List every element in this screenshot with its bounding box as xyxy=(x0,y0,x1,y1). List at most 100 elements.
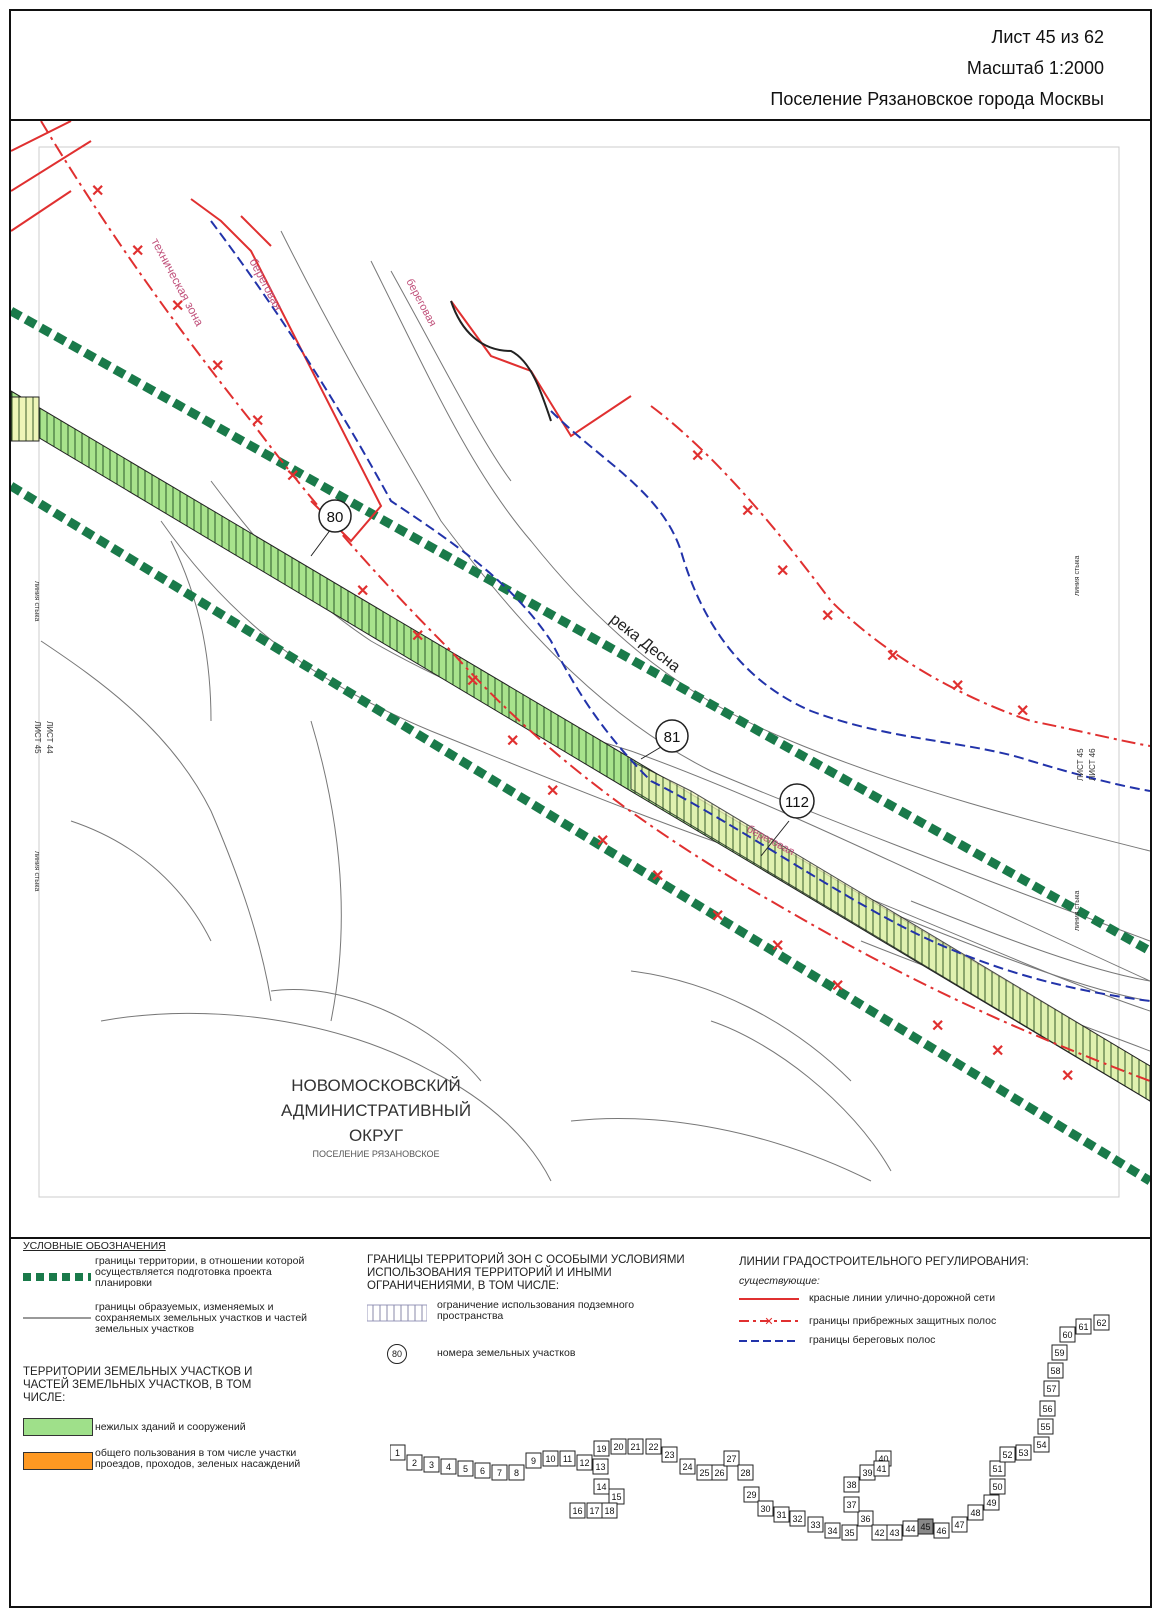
index-sheet-30[interactable]: 30 xyxy=(757,1500,774,1517)
index-sheet-13[interactable]: 13 xyxy=(592,1458,609,1475)
svg-text:✕: ✕ xyxy=(356,583,369,600)
svg-text:✕: ✕ xyxy=(691,448,704,465)
legend-underground: ограничение использования подземного про… xyxy=(437,1299,635,1322)
index-sheet-16[interactable]: 16 xyxy=(569,1502,586,1519)
svg-text:29: 29 xyxy=(746,1490,756,1500)
index-sheet-45[interactable]: 45 xyxy=(917,1518,934,1535)
index-sheet-32[interactable]: 32 xyxy=(789,1510,806,1527)
index-sheet-50[interactable]: 50 xyxy=(989,1478,1006,1495)
index-sheet-17[interactable]: 17 xyxy=(586,1502,603,1519)
svg-text:28: 28 xyxy=(740,1468,750,1478)
index-sheet-3[interactable]: 3 xyxy=(423,1456,440,1473)
index-sheet-23[interactable]: 23 xyxy=(661,1446,678,1463)
legend-title: УСЛОВНЫЕ ОБОЗНАЧЕНИЯ xyxy=(23,1240,166,1252)
svg-text:✕: ✕ xyxy=(821,608,834,625)
index-sheet-34[interactable]: 34 xyxy=(824,1522,841,1539)
index-sheet-1[interactable]: 1 xyxy=(390,1444,406,1461)
index-sheet-22[interactable]: 22 xyxy=(645,1438,662,1455)
index-sheet-9[interactable]: 9 xyxy=(525,1452,542,1469)
parcel-80[interactable]: 80 xyxy=(318,499,352,533)
index-sheet-24[interactable]: 24 xyxy=(679,1458,696,1475)
index-sheet-41[interactable]: 41 xyxy=(873,1460,890,1477)
index-sheet-20[interactable]: 20 xyxy=(610,1438,627,1455)
index-sheet-11[interactable]: 11 xyxy=(559,1450,576,1467)
index-sheet-58[interactable]: 58 xyxy=(1047,1362,1064,1379)
index-sheet-42[interactable]: 42 xyxy=(871,1524,888,1541)
legend-red-lines: красные линии улично-дорожной сети xyxy=(809,1292,996,1304)
parcel-112-leader xyxy=(760,820,790,857)
index-sheet-26[interactable]: 26 xyxy=(711,1464,728,1481)
map-area[interactable]: ✕✕✕✕✕✕ ✕✕✕✕✕✕✕✕✕✕✕✕✕ ✕✕✕✕✕✕✕ техническая… xyxy=(11,121,1150,1237)
index-sheet-57[interactable]: 57 xyxy=(1043,1380,1060,1397)
right-sheet-b: ЛИСТ 46 xyxy=(1088,748,1097,781)
svg-text:25: 25 xyxy=(699,1468,709,1478)
svg-text:✕: ✕ xyxy=(741,503,754,520)
index-sheet-38[interactable]: 38 xyxy=(843,1476,860,1493)
legend-non-residential: нежилых зданий и сооружений xyxy=(95,1421,246,1433)
index-sheet-39[interactable]: 39 xyxy=(859,1464,876,1481)
svg-text:1: 1 xyxy=(395,1448,400,1458)
svg-text:59: 59 xyxy=(1054,1348,1064,1358)
index-sheet-4[interactable]: 4 xyxy=(440,1458,457,1475)
svg-text:34: 34 xyxy=(827,1526,837,1536)
svg-text:✕: ✕ xyxy=(466,673,479,690)
index-sheet-15[interactable]: 15 xyxy=(608,1488,625,1505)
svg-text:42: 42 xyxy=(874,1528,884,1538)
index-sheet-49[interactable]: 49 xyxy=(983,1494,1000,1511)
index-sheet-36[interactable]: 36 xyxy=(857,1510,874,1527)
parcel-81[interactable]: 81 xyxy=(655,719,689,753)
index-sheet-53[interactable]: 53 xyxy=(1015,1444,1032,1461)
parcel-strip-yellow[interactable] xyxy=(630,760,1150,1102)
index-sheet-47[interactable]: 47 xyxy=(951,1516,968,1533)
index-sheet-56[interactable]: 56 xyxy=(1039,1400,1056,1417)
parcel-112[interactable]: 112 xyxy=(779,783,815,819)
index-sheet-18[interactable]: 18 xyxy=(601,1502,618,1519)
index-sheet-48[interactable]: 48 xyxy=(967,1504,984,1521)
index-sheet-44[interactable]: 44 xyxy=(902,1520,919,1537)
index-sheet-33[interactable]: 33 xyxy=(807,1516,824,1533)
index-sheet-51[interactable]: 51 xyxy=(989,1460,1006,1477)
swatch-non-residential xyxy=(23,1418,93,1436)
index-sheet-2[interactable]: 2 xyxy=(406,1454,423,1471)
right-join-bottom: линия стыка xyxy=(1074,891,1081,931)
index-sheet-8[interactable]: 8 xyxy=(508,1464,525,1481)
index-sheet-19[interactable]: 19 xyxy=(593,1440,610,1457)
svg-text:44: 44 xyxy=(905,1524,915,1534)
index-sheet-27[interactable]: 27 xyxy=(723,1450,740,1467)
sheet-scale: Масштаб 1:2000 xyxy=(966,58,1104,78)
legend-divider xyxy=(9,1237,1152,1239)
index-sheet-5[interactable]: 5 xyxy=(457,1460,474,1477)
index-sheet-14[interactable]: 14 xyxy=(593,1478,610,1495)
index-sheet-59[interactable]: 59 xyxy=(1051,1344,1068,1361)
svg-text:✕: ✕ xyxy=(764,1316,773,1326)
svg-text:38: 38 xyxy=(846,1480,856,1490)
index-sheet-37[interactable]: 37 xyxy=(843,1496,860,1513)
index-sheet-61[interactable]: 61 xyxy=(1075,1318,1092,1335)
index-sheet-35[interactable]: 35 xyxy=(841,1524,858,1541)
svg-text:27: 27 xyxy=(726,1454,736,1464)
index-sheet-7[interactable]: 7 xyxy=(491,1464,508,1481)
index-sheet-60[interactable]: 60 xyxy=(1059,1326,1076,1343)
svg-text:33: 33 xyxy=(810,1520,820,1530)
svg-text:58: 58 xyxy=(1050,1366,1060,1376)
index-sheet-12[interactable]: 12 xyxy=(576,1454,593,1471)
parcel-80-leader xyxy=(310,528,332,557)
index-sheet-25[interactable]: 25 xyxy=(696,1464,713,1481)
index-sheet-10[interactable]: 10 xyxy=(542,1450,559,1467)
svg-text:4: 4 xyxy=(446,1462,451,1472)
svg-text:54: 54 xyxy=(1036,1440,1046,1450)
index-sheet-43[interactable]: 43 xyxy=(886,1524,903,1541)
index-sheet-52[interactable]: 52 xyxy=(999,1446,1016,1463)
index-sheet-21[interactable]: 21 xyxy=(627,1438,644,1455)
index-sheet-31[interactable]: 31 xyxy=(773,1506,790,1523)
index-sheet-54[interactable]: 54 xyxy=(1033,1436,1050,1453)
index-sheet-28[interactable]: 28 xyxy=(737,1464,754,1481)
svg-text:40: 40 xyxy=(878,1454,888,1464)
legend-planning-boundary: границы территории, в отношении которой … xyxy=(95,1255,305,1289)
index-sheet-29[interactable]: 29 xyxy=(743,1486,760,1503)
index-sheet-62[interactable]: 62 xyxy=(1093,1314,1110,1331)
index-sheet-46[interactable]: 46 xyxy=(933,1522,950,1539)
index-sheet-6[interactable]: 6 xyxy=(474,1462,491,1479)
index-sheet-55[interactable]: 55 xyxy=(1037,1418,1054,1435)
